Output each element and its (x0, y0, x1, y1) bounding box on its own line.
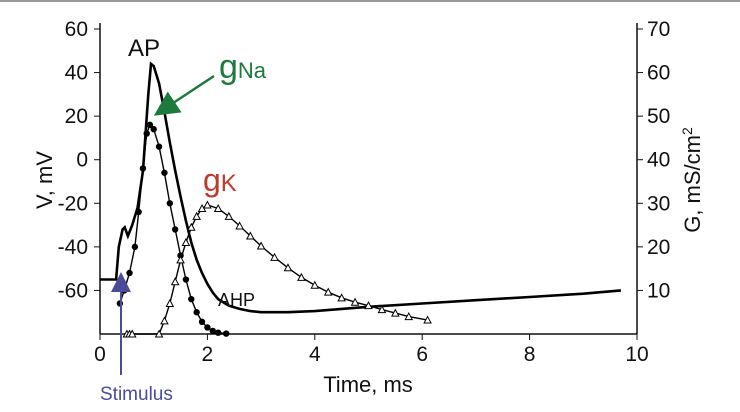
x-tick-label: 2 (202, 343, 214, 366)
gna-point (139, 165, 147, 172)
gna-point (126, 269, 133, 277)
gna-point (182, 276, 190, 283)
x-tick-label: 8 (524, 343, 536, 366)
y-right-label-base: G, mS/cm (680, 135, 705, 233)
y-right-tick-label: 30 (647, 192, 670, 215)
y-axis-left-label: V, mV (32, 151, 57, 209)
gk-point (176, 255, 185, 264)
gna-point (143, 130, 150, 137)
gk-point (391, 308, 400, 317)
gk-point (423, 315, 432, 324)
y-right-tick-label: 60 (647, 62, 670, 85)
gna-point (116, 300, 124, 307)
gna-line (119, 123, 227, 335)
gk-point (203, 200, 212, 209)
gna-point (188, 295, 195, 303)
y-left-tick-label: -40 (58, 236, 88, 259)
gna-point (198, 318, 206, 325)
gna-point (193, 309, 200, 316)
gk-point (404, 312, 414, 321)
gk-point (350, 297, 360, 306)
y-right-tick-label: 20 (647, 236, 670, 259)
ahp-label: AHP (218, 290, 255, 310)
gk-point (377, 305, 387, 314)
x-tick-label: 6 (416, 343, 428, 366)
x-axis-label: Time, ms (323, 372, 413, 397)
gk-point (297, 272, 306, 281)
gk-point (213, 203, 223, 213)
y-left-tick-label: -60 (58, 279, 88, 302)
gk-point (165, 298, 175, 307)
gna-point (214, 329, 222, 336)
gk-point (283, 263, 293, 272)
x-tick-label: 4 (309, 343, 321, 366)
gk-point (246, 231, 255, 240)
gk-point (256, 241, 266, 250)
y-axis-right-label: G, mS/cm2 (679, 127, 705, 233)
y-left-tick-label: 20 (65, 105, 88, 128)
gna-label-sub: Na (238, 58, 267, 83)
gk-line (126, 204, 428, 335)
gna-label-main: g (219, 48, 238, 86)
gk-point (310, 280, 320, 289)
gk-point (323, 287, 333, 296)
gk-point (154, 329, 164, 338)
ap-line (100, 61, 622, 314)
gna-point (209, 327, 216, 335)
gk-label-sub: K (221, 170, 237, 197)
ap-label: AP (128, 35, 160, 62)
gna-point (150, 126, 157, 133)
x-tick-label: 10 (625, 343, 648, 366)
y-left-tick-label: -20 (58, 192, 88, 215)
gna-point (131, 243, 139, 251)
gk-point (224, 211, 234, 220)
y-left-tick-label: 0 (76, 149, 88, 172)
y-right-tick-label: 70 (647, 18, 670, 41)
gna-point (135, 208, 142, 216)
gna-arrow (153, 74, 215, 116)
gk-point (192, 211, 201, 220)
gk-point (364, 301, 373, 310)
gna-point (222, 330, 230, 337)
gk-point (170, 277, 180, 286)
gk-point (127, 329, 137, 338)
y-right-tick-label: 40 (647, 149, 670, 172)
gna-label: gNa (219, 48, 267, 86)
y-left-tick-label: 60 (65, 18, 88, 41)
gk-point (186, 222, 196, 231)
gna-point (161, 169, 168, 176)
gk-point (235, 221, 244, 230)
gna-point (204, 324, 211, 331)
gna-point (171, 226, 179, 233)
y-left-tick-label: 40 (65, 62, 88, 85)
gk-point (337, 293, 346, 302)
y-right-tick-label: 10 (647, 279, 670, 302)
y-right-label-sup: 2 (679, 127, 695, 135)
gna-point (146, 121, 154, 129)
y-right-tick-label: 50 (647, 105, 670, 128)
gk-point (270, 252, 279, 261)
gk-label-main: g (203, 162, 221, 198)
gna-point (166, 200, 174, 207)
x-tick-label: 0 (94, 343, 106, 366)
gk-point (160, 316, 169, 325)
gna-point (155, 143, 163, 150)
gk-point (181, 237, 191, 246)
gk-label: gK (203, 162, 237, 198)
stimulus-label: Stimulus (100, 384, 173, 405)
